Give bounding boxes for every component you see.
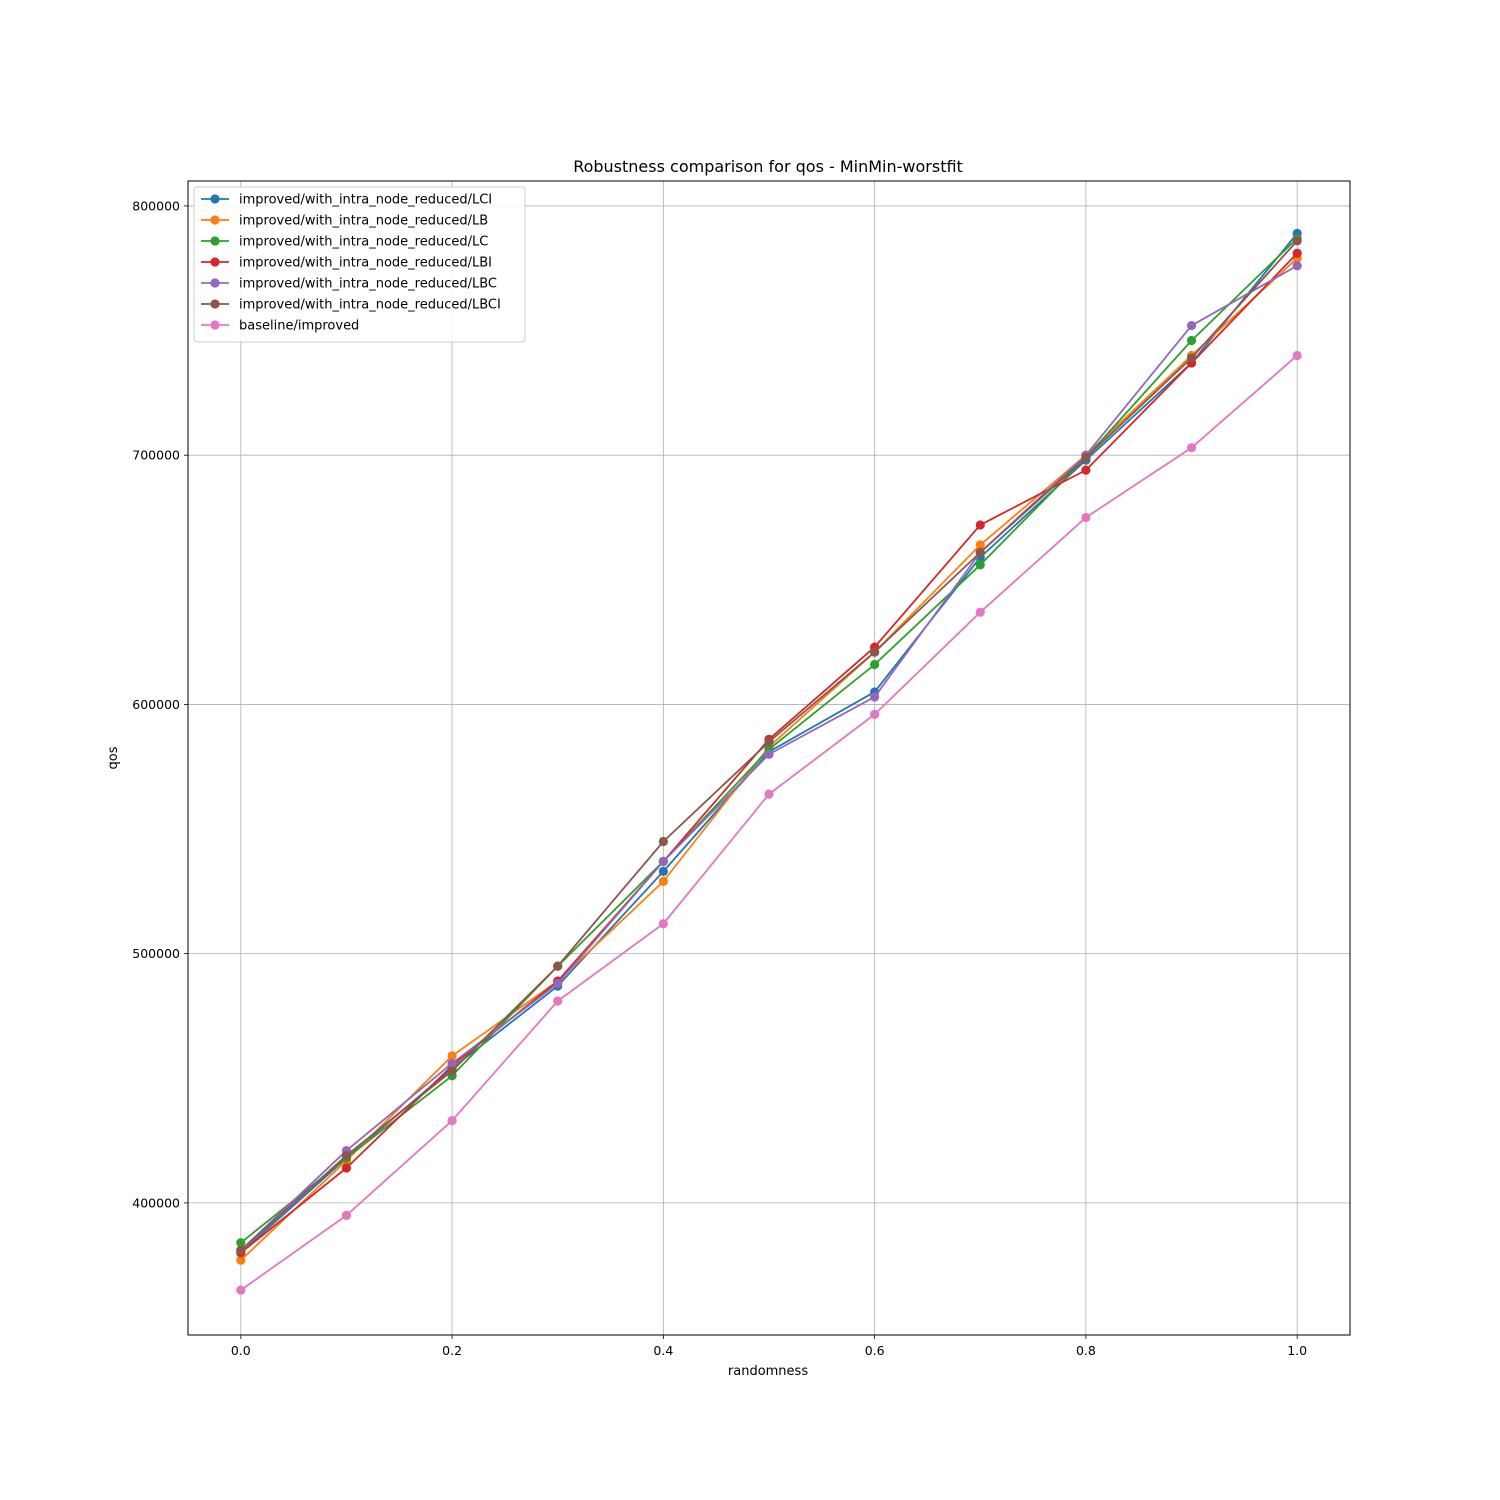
y-tick-label: 600000 bbox=[132, 697, 180, 712]
data-point bbox=[1186, 353, 1197, 363]
data-point bbox=[1081, 512, 1091, 523]
legend-entry: improved/with_intra_node_reduced/LCI bbox=[201, 193, 492, 208]
data-point bbox=[447, 1116, 457, 1126]
series-6 bbox=[236, 350, 1302, 1295]
data-point bbox=[870, 659, 880, 670]
legend-marker bbox=[210, 320, 220, 330]
legend-entry: improved/with_intra_node_reduced/LBC bbox=[201, 277, 497, 292]
data-point bbox=[658, 856, 668, 867]
chart-title: Robustness comparison for qos - MinMin-w… bbox=[573, 157, 963, 176]
data-point bbox=[870, 647, 880, 657]
legend-label: improved/with_intra_node_reduced/LBI bbox=[239, 256, 492, 271]
legend-entry: improved/with_intra_node_reduced/LC bbox=[201, 235, 488, 250]
data-point bbox=[975, 560, 985, 570]
x-tick-label: 0.4 bbox=[653, 1343, 673, 1358]
legend-marker bbox=[210, 236, 220, 246]
y-axis-label: qos bbox=[106, 746, 121, 769]
data-point bbox=[236, 1238, 246, 1248]
data-point bbox=[658, 866, 668, 877]
x-tick-label: 0.2 bbox=[442, 1343, 462, 1358]
data-point bbox=[447, 1051, 457, 1061]
legend-entry: improved/with_intra_node_reduced/LB bbox=[201, 214, 488, 229]
data-point bbox=[553, 978, 563, 989]
data-point bbox=[975, 607, 985, 617]
legend-label: baseline/improved bbox=[239, 319, 359, 334]
x-tick-label: 0.0 bbox=[231, 1343, 251, 1358]
y-tick-label: 400000 bbox=[132, 1195, 180, 1210]
x-tick-label: 0.8 bbox=[1076, 1343, 1096, 1358]
data-point bbox=[1292, 350, 1302, 361]
data-point bbox=[1292, 236, 1302, 246]
legend-label: improved/with_intra_node_reduced/LCI bbox=[239, 193, 492, 208]
data-point bbox=[658, 836, 668, 847]
legend-label: improved/with_intra_node_reduced/LB bbox=[239, 214, 488, 229]
data-point bbox=[870, 709, 880, 719]
data-point bbox=[236, 1245, 246, 1255]
y-tick-label: 700000 bbox=[132, 448, 180, 463]
legend-label: improved/with_intra_node_reduced/LBCI bbox=[239, 298, 501, 313]
data-point bbox=[1081, 465, 1091, 475]
data-point bbox=[1186, 335, 1197, 346]
data-point bbox=[870, 692, 880, 702]
legend-marker bbox=[210, 299, 220, 309]
legend-entry: improved/with_intra_node_reduced/LBI bbox=[201, 256, 492, 271]
legend-entry: improved/with_intra_node_reduced/LBCI bbox=[201, 298, 501, 313]
y-tick-label: 500000 bbox=[132, 946, 180, 961]
data-point bbox=[658, 919, 668, 929]
series-5 bbox=[236, 236, 1302, 1255]
data-point bbox=[553, 961, 563, 971]
data-point bbox=[975, 540, 985, 550]
data-point bbox=[447, 1066, 457, 1076]
data-point bbox=[1186, 443, 1197, 453]
legend-box bbox=[193, 186, 526, 343]
legend-entry: baseline/improved bbox=[201, 319, 359, 334]
x-axis-label: randomness bbox=[728, 1364, 808, 1379]
data-point bbox=[236, 1255, 246, 1265]
x-tick-label: 1.0 bbox=[1287, 1343, 1307, 1358]
series-layer bbox=[236, 228, 1302, 1295]
legend: improved/with_intra_node_reduced/LCIimpr… bbox=[193, 186, 526, 343]
legend-marker bbox=[210, 215, 220, 225]
legend-marker bbox=[210, 257, 220, 267]
data-point bbox=[341, 1150, 352, 1161]
data-point bbox=[975, 547, 985, 557]
data-point bbox=[341, 1210, 352, 1220]
x-tick-label: 0.6 bbox=[865, 1343, 885, 1358]
data-point bbox=[1081, 453, 1091, 463]
plot-frame bbox=[187, 180, 1351, 1336]
data-point bbox=[447, 1058, 457, 1068]
legend-marker bbox=[210, 278, 220, 288]
legend-marker bbox=[210, 194, 220, 204]
legend-label: improved/with_intra_node_reduced/LC bbox=[239, 235, 488, 250]
legend-label: improved/with_intra_node_reduced/LBC bbox=[239, 277, 497, 292]
data-point bbox=[1186, 320, 1197, 331]
data-point bbox=[764, 749, 774, 759]
data-point bbox=[764, 737, 774, 747]
data-point bbox=[341, 1163, 352, 1173]
y-tick-label: 800000 bbox=[132, 198, 180, 213]
data-point bbox=[764, 789, 774, 799]
grid bbox=[188, 181, 1350, 1335]
data-point bbox=[658, 876, 668, 886]
data-point bbox=[1292, 261, 1302, 271]
data-point bbox=[236, 1285, 246, 1295]
data-point bbox=[553, 996, 563, 1006]
data-point bbox=[975, 520, 985, 530]
data-point bbox=[1292, 248, 1302, 258]
ticks: 0.0 0.2 0.4 0.6 0.8 1.0 400000 500000 600000 7000… bbox=[132, 198, 1307, 1358]
